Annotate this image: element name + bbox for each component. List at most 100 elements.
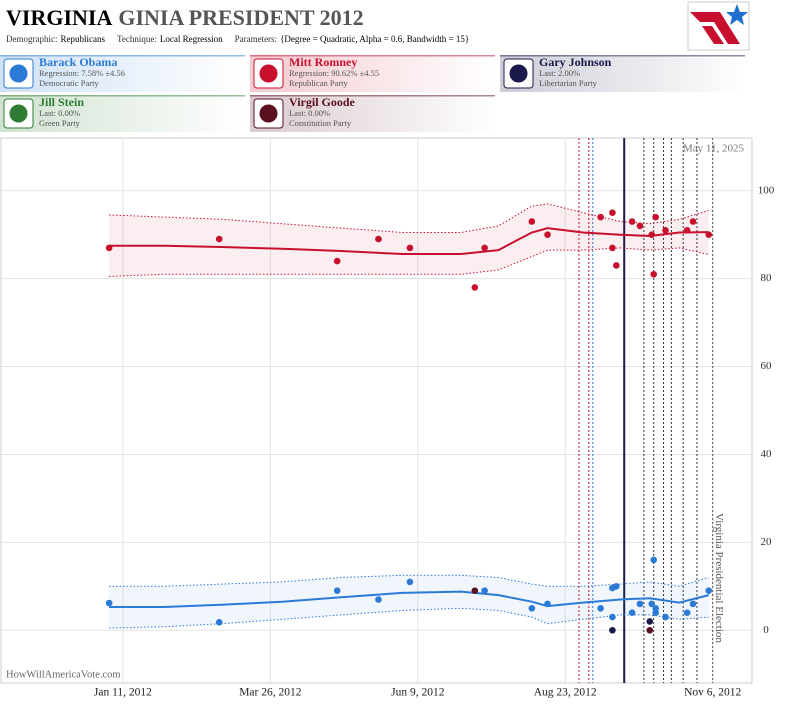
poll-point — [650, 270, 658, 278]
legend-card-edge — [0, 55, 245, 57]
poll-point — [648, 231, 656, 238]
poll-point — [613, 262, 620, 269]
poll-point — [471, 284, 479, 291]
legend-party: Libertarian Party — [539, 78, 598, 88]
poll-point — [544, 231, 551, 238]
regression-line — [109, 590, 709, 608]
legend-card — [0, 95, 245, 132]
poll-point — [662, 226, 669, 234]
plot: 0 20 40 60 80 100 Jan 11, 2012 Mar 26, 2012 Jun … — [1, 138, 775, 699]
regression-line — [109, 227, 709, 255]
legend-card — [500, 55, 745, 92]
y-tick-label: 20 — [761, 536, 773, 548]
poll-point — [628, 218, 636, 225]
param-label: Demographic: — [6, 34, 57, 44]
legend-summary: Last: 0.00% — [39, 108, 80, 118]
poll-point — [648, 600, 656, 608]
poll-point — [609, 626, 616, 634]
legend-icon-glyph — [9, 64, 28, 83]
y-tick-label: 0 — [763, 624, 769, 636]
poll-point — [333, 257, 341, 265]
legend-card — [0, 55, 245, 92]
x-tick-label: Aug 23, 2012 — [534, 687, 597, 699]
legend-icon-glyph — [259, 104, 278, 123]
poll-point — [705, 587, 713, 595]
title-bold: VIRGINIA — [6, 5, 112, 30]
legend-card-edge — [250, 55, 495, 57]
legend-party: Constitution Party — [289, 118, 352, 128]
y-tick-label: 80 — [761, 272, 773, 284]
parameters: Demographic: Republicans Technique: Local R… — [6, 34, 469, 44]
param-value: {Degree = Quadratic, Alpha = 0.6, Bandwi… — [280, 34, 469, 44]
poll-point — [689, 600, 697, 608]
legend-icon-glyph — [509, 64, 528, 83]
legend-name: Mitt Romney — [289, 55, 357, 69]
poll-point — [544, 600, 551, 608]
confidence-bound — [109, 574, 709, 587]
param-label: Parameters: — [235, 34, 277, 44]
param-value: Local Regression — [160, 34, 223, 44]
logo-stripe — [702, 26, 724, 44]
confidence-band — [109, 575, 709, 629]
logo — [687, 1, 750, 51]
poll-point — [662, 613, 669, 621]
annotation-date: May 11, 2025 — [683, 143, 745, 155]
poll-point — [528, 604, 536, 612]
legend-party: Republican Party — [289, 78, 349, 88]
x-tick-label: Jan 11, 2012 — [94, 687, 152, 699]
annotation-event: Virginia Presidential Election — [713, 513, 725, 643]
x-tick-label: Nov 6, 2012 — [684, 687, 741, 699]
poll-point — [406, 244, 414, 252]
poll-point — [609, 613, 616, 621]
legend-summary: Regression: 7.58% ±4.56 — [39, 68, 125, 78]
confidence-bound — [109, 247, 709, 277]
plot-frame — [0, 137, 753, 684]
logo-stripe — [690, 12, 740, 44]
y-tick-label: 100 — [758, 184, 775, 196]
legend-name: Virgil Goode — [289, 95, 356, 109]
poll-point — [689, 218, 697, 225]
confidence-band — [109, 203, 709, 277]
source: HowWillAmericaVote.com — [6, 669, 121, 680]
poll-point — [705, 231, 713, 238]
legend-icon-glyph — [259, 64, 278, 83]
poll-point — [215, 235, 223, 243]
poll-point — [375, 596, 382, 603]
poll-point — [597, 213, 604, 221]
poll-point — [652, 604, 659, 612]
legend-card-edge — [250, 95, 495, 97]
poll-point — [471, 587, 479, 595]
param-label: Technique: — [117, 34, 157, 44]
legend-name: Gary Johnson — [539, 55, 612, 69]
poll-point — [528, 218, 536, 225]
legend-name: Jill Stein — [39, 95, 84, 109]
poll-point — [650, 556, 658, 564]
poll-point — [215, 619, 223, 626]
confidence-bound — [109, 607, 709, 629]
x-tick-label: Jun 9, 2012 — [391, 687, 445, 699]
poll-point — [481, 244, 488, 252]
legend-name: Barack Obama — [39, 55, 117, 69]
poll-point — [609, 209, 616, 217]
poll-point — [609, 244, 616, 252]
poll-point — [597, 604, 604, 612]
legend-party: Democratic Party — [39, 78, 99, 88]
poll-point — [333, 587, 341, 595]
legend-party: Green Party — [39, 118, 81, 128]
page-title: VIRGINIA GINIA PRESIDENT 2012 — [6, 5, 364, 30]
legend-card-edge — [0, 95, 245, 97]
title-rest: GINIA PRESIDENT 2012 — [118, 5, 363, 30]
poll-point — [636, 222, 644, 230]
poll-point — [646, 626, 654, 634]
poll-point — [481, 587, 488, 595]
y-tick-label: 60 — [761, 360, 773, 372]
legend-card-edge — [500, 55, 745, 57]
poll-point — [646, 618, 654, 625]
legend-summary: Regression: 90.62% ±4.55 — [289, 68, 379, 78]
legend-icon-glyph — [9, 104, 28, 123]
poll-point — [406, 578, 414, 586]
y-tick-label: 40 — [761, 448, 773, 460]
poll-point — [652, 213, 659, 221]
